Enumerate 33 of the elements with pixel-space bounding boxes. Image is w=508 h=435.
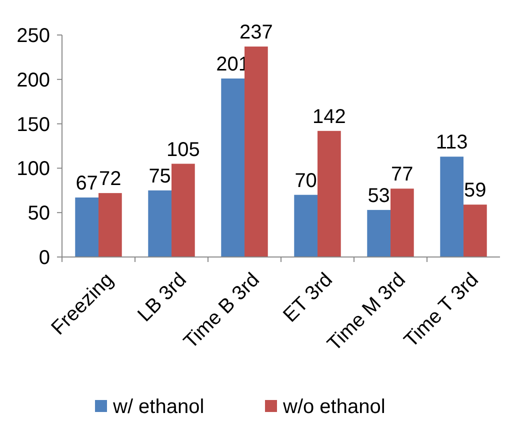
bar: [75, 198, 98, 257]
bar: [221, 78, 244, 257]
bar: [390, 188, 414, 257]
bar: [367, 210, 390, 257]
data-label: 53: [368, 184, 390, 207]
y-tick-label: 50: [28, 202, 50, 225]
bar: [440, 156, 464, 257]
y-tick-label: 0: [38, 247, 50, 269]
bar: [172, 164, 195, 257]
data-label: 77: [391, 164, 414, 186]
data-label: 142: [312, 106, 346, 128]
x-tick-label: LB 3rd: [134, 268, 191, 326]
data-label: 67: [76, 172, 98, 195]
data-label: 75: [148, 165, 171, 188]
bar: [148, 190, 172, 257]
data-label: 113: [436, 132, 468, 154]
legend-label: w/ ethanol: [112, 396, 204, 418]
data-label: 72: [99, 168, 122, 190]
x-tick-label: ET 3rd: [279, 268, 337, 327]
data-label: 105: [166, 138, 200, 161]
bar: [318, 130, 341, 257]
bar: [98, 193, 122, 257]
y-tick-label: 150: [16, 114, 50, 136]
legend-label: w/o ethanol: [282, 396, 386, 418]
y-tick-label: 200: [16, 69, 50, 92]
data-label: 70: [294, 170, 317, 192]
data-label: 59: [464, 180, 486, 202]
y-tick-label: 250: [16, 25, 50, 47]
data-label: 237: [239, 22, 273, 44]
bar: [244, 46, 268, 257]
y-tick-label: 100: [16, 158, 50, 180]
bar: [294, 194, 318, 257]
bar: [464, 204, 487, 257]
